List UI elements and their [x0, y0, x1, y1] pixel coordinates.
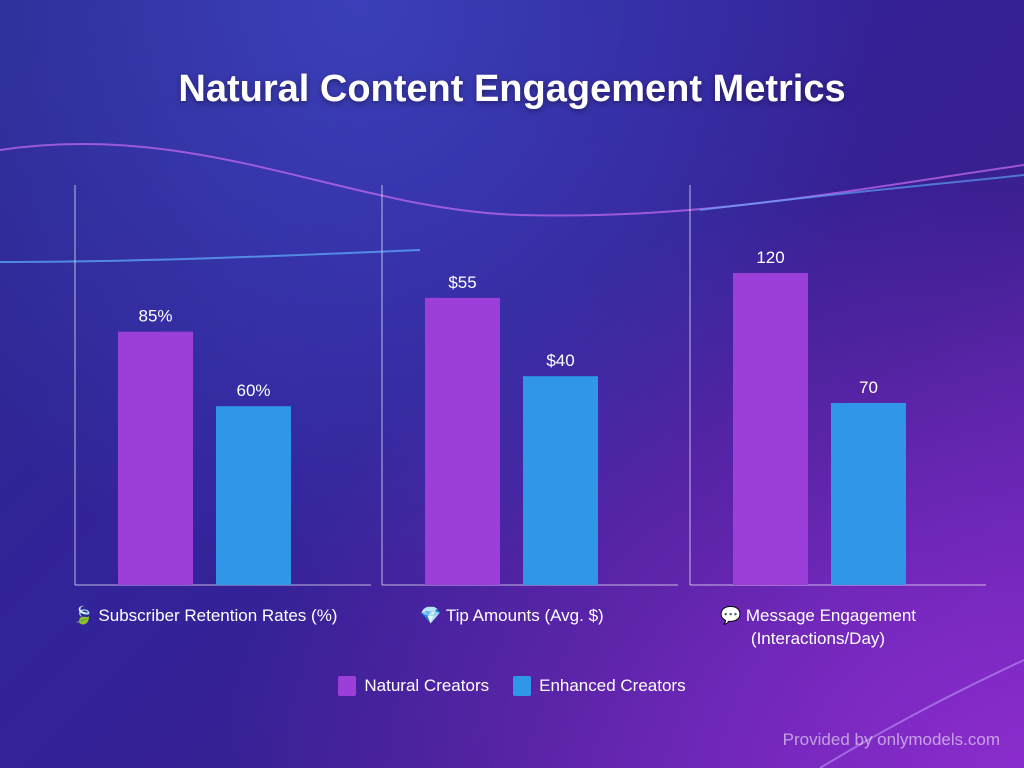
category-label-tips: 💎 Tip Amounts (Avg. $) — [420, 606, 604, 625]
data-label: $40 — [546, 351, 574, 370]
bar-enhanced — [523, 376, 598, 585]
leaf-icon: 🍃 — [72, 606, 94, 625]
bar-natural — [425, 297, 500, 585]
legend-item-natural: Natural Creators — [338, 676, 489, 696]
data-label: 70 — [859, 378, 878, 397]
legend-swatch-enhanced — [513, 676, 532, 696]
data-label: $55 — [448, 273, 476, 292]
chart-title: Natural Content Engagement Metrics — [178, 68, 846, 110]
bar-natural — [733, 273, 808, 585]
legend: Natural Creators Enhanced Creators — [0, 676, 1024, 696]
diamond-icon: 💎 — [420, 606, 442, 625]
watermark: Provided by onlymodels.com — [782, 730, 1000, 749]
legend-item-enhanced: Enhanced Creators — [513, 676, 686, 696]
data-label: 120 — [756, 248, 784, 267]
data-label: 85% — [138, 307, 172, 326]
bar-natural — [118, 331, 193, 585]
data-label: 60% — [236, 381, 270, 400]
bar-enhanced — [831, 403, 906, 585]
legend-swatch-natural — [338, 676, 357, 696]
speech-bubble-icon: 💬 — [719, 606, 742, 625]
category-label-messages: 💬 Message Engagement (Interactions/Day) — [719, 606, 916, 648]
category-label-retention: 🍃 Subscriber Retention Rates (%) — [72, 606, 338, 625]
bar-enhanced — [216, 406, 291, 585]
